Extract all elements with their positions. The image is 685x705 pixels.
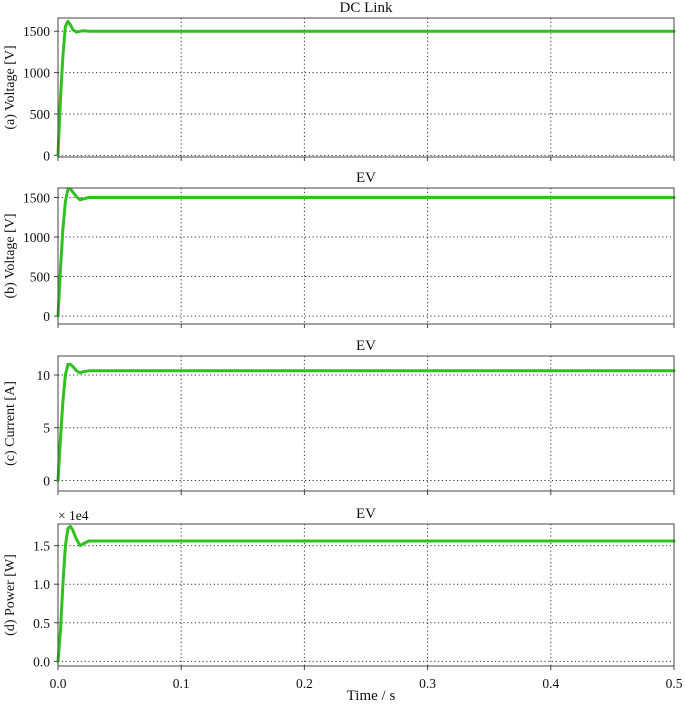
x-tick-label: 0.4 [542,676,559,691]
plot-frame [57,523,675,667]
plot-frame [57,355,675,492]
panel-3: 0 5 10 EV (c) Current [A] [3,338,676,495]
y-axis-label: (b) Voltage [V] [3,213,18,298]
panel-title: EV [356,170,376,186]
y-tick-label: 0 [43,309,50,324]
y-tick-label: 0.0 [33,654,50,669]
plot-frame [57,187,675,325]
y-axis-label: (a) Voltage [V] [3,45,18,129]
series-line [56,187,676,318]
panel-1: 0 500 1000 1500 DC Link (a) Voltage [V] [3,0,676,163]
panels-group: 0 500 1000 1500 DC Link (a) Voltage [V] 0 500 10… [3,0,683,691]
x-tick-label: 0.0 [50,676,67,691]
series-line [56,524,676,663]
panel-title: DC Link [340,0,393,16]
y-tick-label: 500 [30,107,51,122]
y-tick-label: 5 [43,421,50,436]
plot-frame [57,17,675,158]
y-tick-label: 10 [37,368,51,383]
y-axis-label: (d) Power [W] [3,554,18,636]
y-tick-label: 0 [43,148,50,163]
y-tick-label: 1500 [23,24,50,39]
y-tick-label: 1.5 [33,539,50,554]
y-tick-label: 1500 [23,190,50,205]
y-scale-multiplier: × 1e4 [58,508,89,523]
y-tick-label: 0 [43,473,50,488]
y-tick-label: 0.5 [33,616,50,631]
y-tick-label: 1000 [23,66,50,81]
x-tick-label: 0.1 [173,676,190,691]
y-tick-label: 1000 [23,230,50,245]
panel-title: EV [356,338,376,354]
panel-2: 0 500 1000 1500 EV (b) Voltage [V] [3,170,676,328]
x-axis-label: Time / s [347,688,396,704]
series-line [56,362,676,482]
x-tick-label: 0.3 [419,676,436,691]
panel-title: EV [356,506,376,522]
y-axis-label: (c) Current [A] [3,381,18,466]
y-tick-label: 1.0 [33,577,50,592]
y-tick-label: 500 [30,270,51,285]
x-tick-label: 0.2 [296,676,313,691]
panel-4: 0.0 0.5 1.0 1.5 EV (d) Power [W] × 1e4 [3,506,676,670]
x-tick-label: 0.5 [666,676,683,691]
series-line [56,19,676,157]
